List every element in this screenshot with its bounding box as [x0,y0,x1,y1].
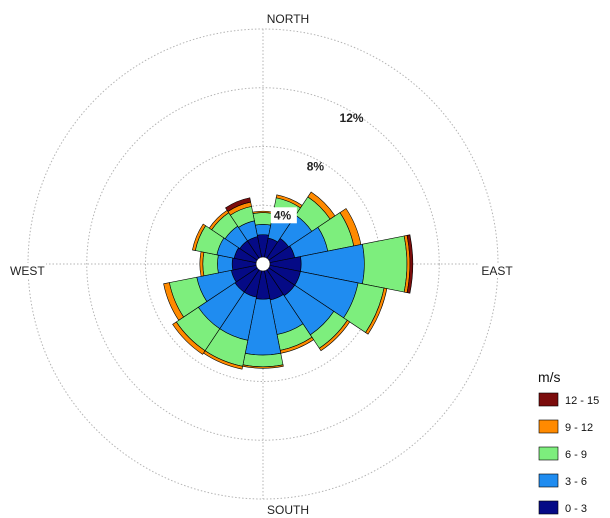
petal-S-bin-2 [242,352,284,368]
legend-swatch [538,419,559,434]
petal-E-bin-4 [406,234,414,294]
legend-label: 12 - 15 [565,395,599,407]
compass-south-label: SOUTH [267,503,309,517]
petal-E-bin-2 [362,235,408,293]
ring-labels: 4% 8% 12% [270,111,364,224]
grid-ring [86,87,440,441]
legend-swatch [538,392,559,407]
speed-legend: m/s 12 - 15 9 - 12 6 - 9 3 - 6 0 - 3 [538,369,599,515]
compass-label-backing [263,502,313,517]
petal-NNW-bin-4 [225,197,252,212]
petal-N-bin-2 [252,212,274,226]
petal-WNW-bin-3 [192,223,207,251]
petal-N-bin-1 [254,224,272,236]
compass-north-label: NORTH [267,12,309,26]
wind-petals [163,191,414,370]
legend-label: 9 - 12 [565,422,593,434]
legend-label: 6 - 9 [565,449,587,461]
legend-swatch [538,446,559,461]
calm-center [255,256,271,272]
legend-swatch [538,500,559,515]
petal-WSW-bin-3 [163,282,185,321]
ring-label-backing [270,207,297,224]
petal-W-bin-2 [202,251,219,277]
ring-label-4: 4% [274,208,292,222]
compass-labels: NORTH EAST SOUTH WEST [8,11,515,517]
compass-east-label: EAST [481,264,513,278]
compass-label-backing [263,11,313,26]
petal-SE-bin-3 [318,319,351,352]
ring-label-12: 12% [340,111,364,125]
petal-SW-bin-3 [172,321,206,355]
compass-label-backing [8,263,46,278]
legend-label: 0 - 3 [565,503,587,515]
compass-label-backing [479,263,515,278]
legend-title: m/s [538,369,561,385]
legend-label: 3 - 6 [565,476,587,488]
compass-west-label: WEST [10,264,45,278]
ring-label-8: 8% [307,160,325,174]
legend-swatch [538,473,559,488]
petal-ESE-bin-3 [365,287,388,335]
